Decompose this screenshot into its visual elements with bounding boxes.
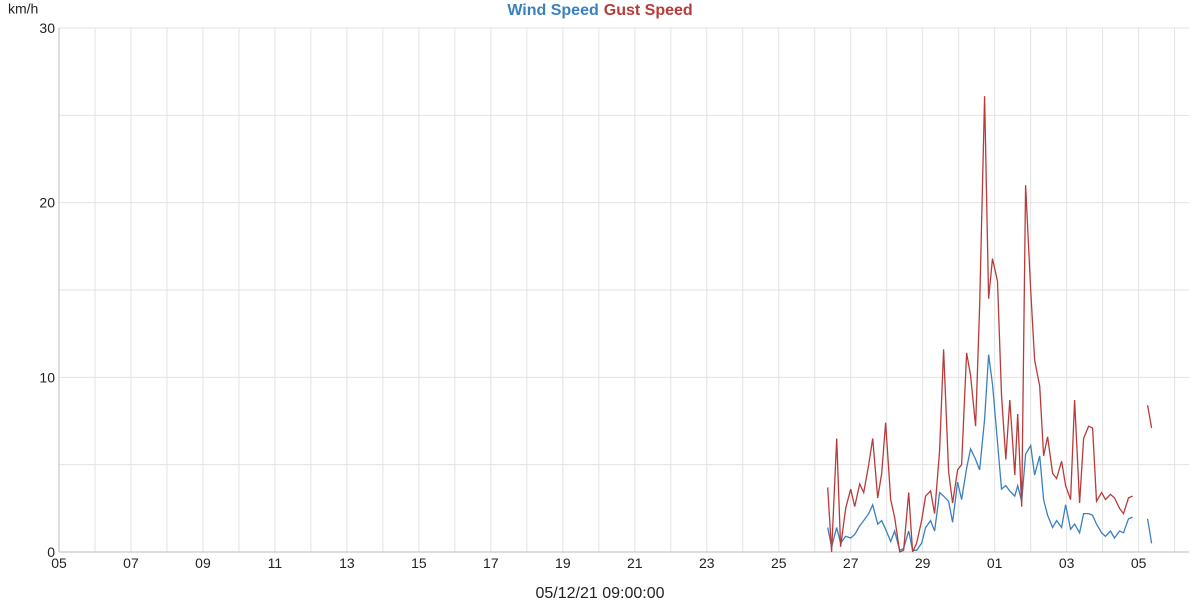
y-tick-label: 30 <box>39 20 55 36</box>
y-tick-label: 10 <box>39 369 55 385</box>
x-tick-label: 29 <box>915 555 931 571</box>
legend-entry: Gust Speed <box>604 2 693 19</box>
x-tick-label: 11 <box>268 555 283 571</box>
x-tick-label: 27 <box>843 555 859 571</box>
y-tick-label: 20 <box>39 195 55 211</box>
x-tick-label: 05 <box>51 555 67 571</box>
x-tick-label: 05 <box>1131 555 1147 571</box>
x-tick-label: 09 <box>195 555 211 571</box>
x-tick-label: 07 <box>123 555 139 571</box>
series-line <box>827 96 1153 553</box>
legend: Wind Speed Gust Speed <box>507 2 692 19</box>
x-tick-label: 03 <box>1059 555 1075 571</box>
x-axis-label: 05/12/21 09:00:00 <box>535 585 664 600</box>
x-tick-label: 17 <box>483 555 499 571</box>
series-line <box>827 354 1153 552</box>
x-tick-label: 13 <box>339 555 355 571</box>
x-tick-label: 21 <box>627 555 643 571</box>
x-tick-label: 01 <box>987 555 1003 571</box>
y-axis-label: km/h <box>8 1 38 17</box>
x-tick-label: 25 <box>771 555 787 571</box>
x-tick-label: 23 <box>699 555 715 571</box>
x-tick-label: 19 <box>555 555 571 571</box>
x-tick-label: 15 <box>411 555 427 571</box>
legend-entry: Wind Speed <box>507 2 598 19</box>
y-tick-label: 0 <box>47 544 55 560</box>
